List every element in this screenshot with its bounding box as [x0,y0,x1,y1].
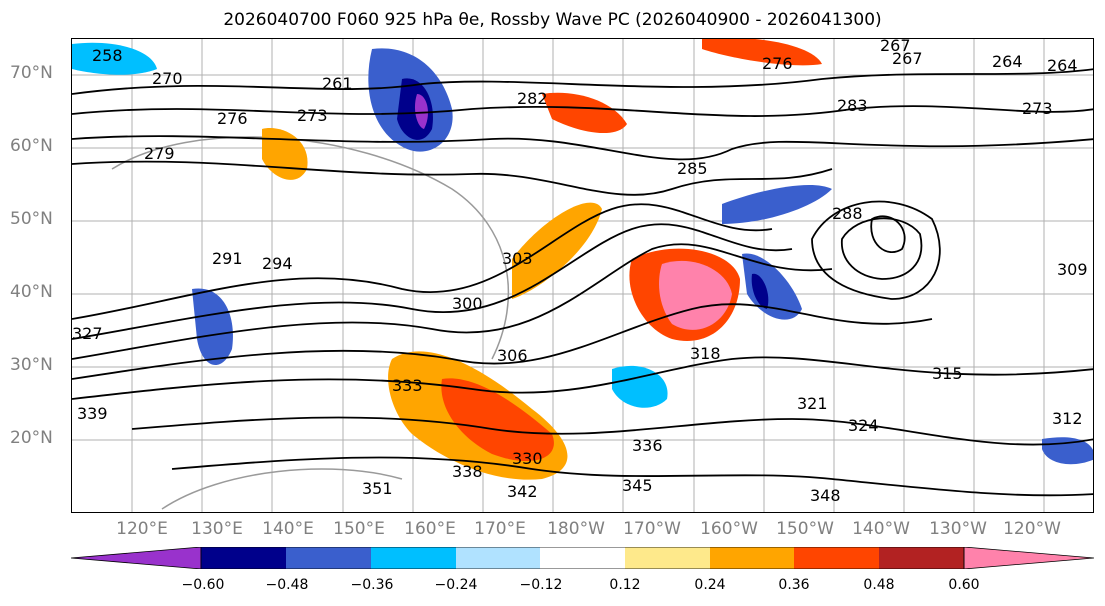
colorbar-swatch [201,547,286,569]
contour-label: 294 [262,254,293,273]
contour-label: 324 [848,416,879,435]
colorbar-tick-label: −0.24 [434,577,478,593]
colorbar-tick-label: −0.36 [350,577,394,593]
contour-label: 300 [452,294,483,313]
contour-label: 345 [622,476,653,495]
theta-e-contours [72,68,1093,497]
contour-label: 279 [144,144,175,163]
lat-label-30n: 30°N [10,355,53,375]
colorbar-tick-label: −0.48 [265,577,309,593]
lat-label-20n: 20°N [10,428,53,448]
contour-label: 318 [690,344,721,363]
lon-label-160w: 160°W [700,519,758,539]
colorbar-swatch [371,547,456,569]
contour-label: 283 [837,96,868,115]
lon-label-170w: 170°W [623,519,681,539]
colorbar-tick-label: −0.60 [181,577,225,593]
contour-label: 306 [497,346,528,365]
contour-label: 315 [932,364,963,383]
lon-label-140w: 140°W [852,519,910,539]
colorbar-swatch [456,547,540,569]
colorbar-swatch [71,547,202,569]
contour-label: 348 [810,486,841,505]
contour-label: 267 [880,39,911,55]
contour-label: 276 [762,54,793,73]
contour-label: 333 [392,376,423,395]
lon-label-160e: 160°E [404,519,456,539]
lon-label-170e: 170°E [474,519,526,539]
colorbar-swatch [540,547,625,569]
colorbar-tick-label: −0.12 [519,577,563,593]
colorbar-tick-label: 0.12 [609,577,641,593]
contour-label: 303 [502,249,533,268]
colorbar-swatch [963,547,1094,569]
contour-label: 339 [77,404,108,423]
lon-label-120w: 120°W [1003,519,1061,539]
contour-label: 276 [217,109,248,128]
lon-label-140e: 140°E [262,519,314,539]
colorbar-swatch [286,547,371,569]
map-area[interactable]: 258 264 270 276 273 267 261 264 267 273 … [71,38,1094,513]
contour-label: 270 [152,69,183,88]
contour-label: 330 [512,449,543,468]
colorbar-tick-label: 0.36 [778,577,810,593]
map-title: 2026040700 F060 925 hPa θe, Rossby Wave … [223,10,882,30]
colorbar-tick-label: 0.24 [694,577,726,593]
contour-label: 258 [92,46,123,65]
lon-label-180w: 180°W [547,519,605,539]
contour-label: 351 [362,479,393,498]
contour-label: 261 [322,74,353,93]
contour-label: 273 [1022,99,1053,118]
contour-label: 288 [832,204,863,223]
colorbar [71,547,1094,569]
colorbar-tick-label: 0.60 [948,577,980,593]
lat-label-40n: 40°N [10,282,53,302]
contour-label: 273 [297,106,328,125]
map-canvas: 258 264 270 276 273 267 261 264 267 273 … [72,39,1093,512]
contour-label: 338 [452,462,483,481]
contour-label-group: 258 264 270 276 273 267 261 264 267 273 … [72,39,1088,505]
contour-label: 327 [72,324,103,343]
contour-label: 291 [212,249,243,268]
contour-label: 264 [992,52,1023,71]
contour-label: 336 [632,436,663,455]
lon-label-130e: 130°E [191,519,243,539]
contour-label: 342 [507,482,538,501]
lon-label-120e: 120°E [116,519,168,539]
contour-label: 267 [892,49,923,68]
lat-label-70n: 70°N [10,63,53,83]
lon-label-150w: 150°W [776,519,834,539]
contour-label: 285 [677,159,708,178]
colorbar-swatch [625,547,710,569]
colorbar-swatch [879,547,964,569]
colorbar-swatch [710,547,794,569]
lat-label-50n: 50°N [10,209,53,229]
contour-label: 321 [797,394,828,413]
colorbar-swatch [794,547,879,569]
contour-label: 282 [517,89,548,108]
lon-label-130w: 130°W [929,519,987,539]
anomaly-shading [72,39,1093,480]
lon-label-150e: 150°E [333,519,385,539]
contour-label: 309 [1057,260,1088,279]
region-outline [111,136,510,510]
contour-label: 312 [1052,409,1083,428]
contour-label: 264 [1047,56,1078,75]
colorbar-tick-label: 0.48 [863,577,895,593]
lat-label-60n: 60°N [10,136,53,156]
